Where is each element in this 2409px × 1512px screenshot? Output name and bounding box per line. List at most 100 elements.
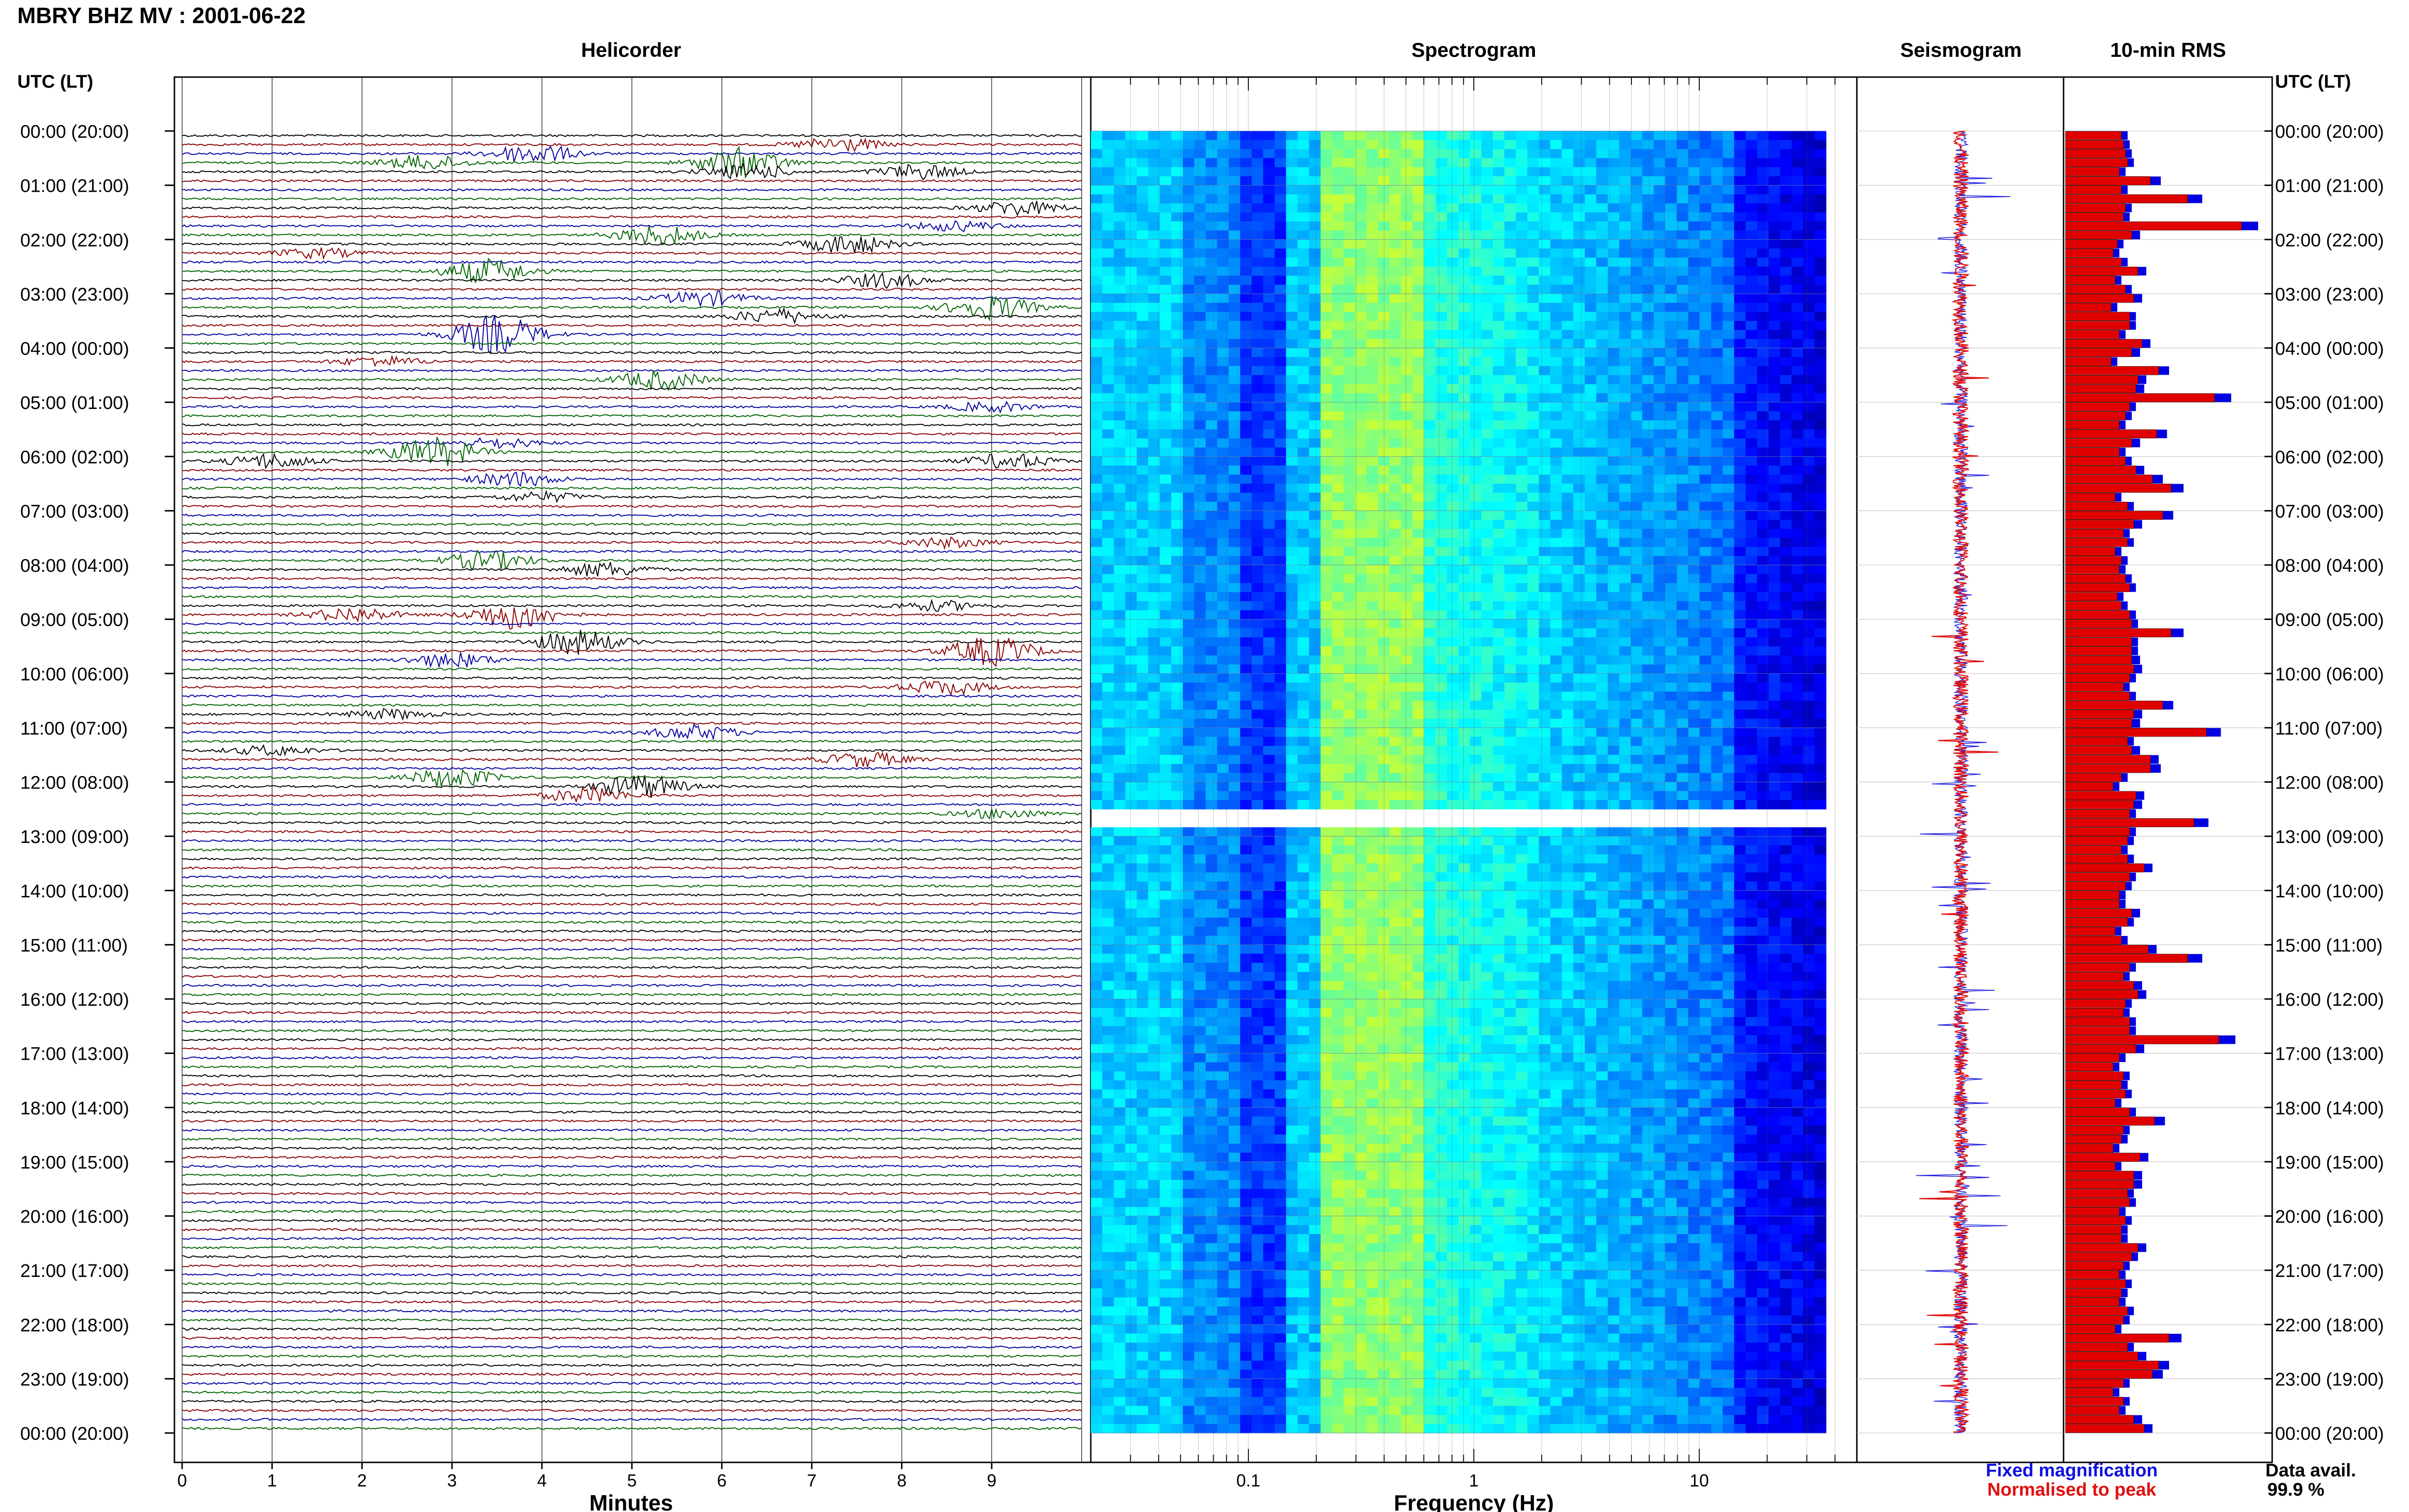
spectrogram-cell [1746, 547, 1758, 556]
spectrogram-cell [1538, 330, 1551, 340]
spectrogram-cell [1469, 484, 1482, 493]
spectrogram-cell [1493, 800, 1505, 810]
spectrogram-cell [1263, 791, 1275, 801]
spectrogram-cell [1722, 276, 1734, 285]
spectrogram-cell [1803, 619, 1815, 629]
spectrogram-cell [1780, 619, 1792, 629]
spectrogram-cell [1780, 683, 1792, 692]
spectrogram-cell [1780, 131, 1792, 141]
spectrogram-cell [1286, 755, 1298, 764]
spectrogram-cell [1746, 565, 1758, 575]
spectrogram-cell [1596, 293, 1608, 303]
spectrogram-cell [1585, 583, 1597, 592]
spectrogram-cell [1332, 447, 1344, 457]
spectrogram-cell [1608, 755, 1620, 764]
spectrogram-cell [1722, 302, 1734, 312]
spectrogram-cell [1148, 276, 1160, 285]
spectrogram-cell [1320, 194, 1333, 204]
spectrogram-cell [1458, 221, 1470, 231]
spectrogram-cell [1458, 673, 1470, 683]
spectrogram-cell [1091, 302, 1103, 312]
spectrogram-cell [1447, 348, 1459, 357]
spectrogram-cell [1401, 465, 1413, 475]
spectrogram-cell [1814, 302, 1827, 312]
spectrogram-cell [1654, 465, 1666, 475]
spectrogram-cell [1194, 420, 1206, 430]
spectrogram-cell [1274, 755, 1286, 764]
spectrogram-cell [1699, 131, 1712, 141]
spectrogram-cell [1791, 637, 1803, 647]
spectrogram-cell [1746, 321, 1758, 330]
spectrogram-cell [1447, 285, 1459, 294]
spectrogram-cell [1746, 619, 1758, 629]
spectrogram-cell [1274, 736, 1286, 746]
spectrogram-cell [1263, 782, 1275, 791]
spectrogram-cell [1091, 366, 1103, 376]
spectrogram-cell [1182, 140, 1195, 150]
spectrogram-cell [1389, 492, 1402, 502]
spectrogram-cell [1412, 366, 1424, 376]
spectrogram-cell [1596, 185, 1608, 195]
spectrogram-cell [1297, 583, 1310, 592]
spectrogram-cell [1757, 764, 1769, 774]
spectrogram-cell [1791, 683, 1803, 692]
spectrogram-cell [1619, 366, 1631, 376]
spectrogram-cell [1389, 664, 1402, 674]
spectrogram-cell [1355, 628, 1367, 638]
spectrogram-cell [1240, 583, 1252, 592]
spectrogram-cell [1711, 719, 1723, 728]
spectrogram-cell [1516, 619, 1528, 629]
spectrogram-cell [1469, 700, 1482, 710]
spectrogram-cell [1102, 429, 1114, 439]
spectrogram-cell [1562, 366, 1574, 376]
spectrogram-cell [1734, 764, 1746, 774]
spectrogram-cell [1734, 167, 1746, 177]
spectrogram-cell [1803, 736, 1815, 746]
spectrogram-cell [1677, 239, 1689, 249]
spectrogram-cell [1665, 511, 1677, 520]
spectrogram-cell [1435, 538, 1447, 548]
spectrogram-cell [1562, 194, 1574, 204]
spectrogram-cell [1596, 285, 1608, 294]
spectrogram-cell [1791, 185, 1803, 195]
spectrogram-cell [1538, 429, 1551, 439]
spectrogram-cell [1630, 330, 1643, 340]
spectrogram-cell [1435, 447, 1447, 457]
spectrogram-cell [1677, 330, 1689, 340]
spectrogram-cell [1677, 492, 1689, 502]
spectrogram-cell [1665, 601, 1677, 611]
spectrogram-cell [1573, 257, 1585, 267]
spectrogram-cell [1251, 755, 1264, 764]
spectrogram-cell [1516, 257, 1528, 267]
spectrogram-cell [1562, 619, 1574, 629]
spectrogram-cell [1585, 167, 1597, 177]
helicorder-trace [182, 775, 1082, 798]
spectrogram-cell [1746, 755, 1758, 764]
spectrogram-cell [1780, 330, 1792, 340]
spectrogram-cell [1677, 321, 1689, 330]
spectrogram-cell [1608, 285, 1620, 294]
spectrogram-cell [1814, 791, 1827, 801]
spectrogram-cell [1734, 610, 1746, 620]
spectrogram-cell [1378, 746, 1390, 755]
spectrogram-cell [1619, 158, 1631, 168]
spectrogram-cell [1516, 655, 1528, 665]
spectrogram-cell [1493, 583, 1505, 592]
helicorder-trace [182, 1001, 1082, 1005]
spectrogram-cell [1803, 655, 1815, 665]
spectrogram-cell [1699, 230, 1712, 240]
spectrogram-cell [1516, 511, 1528, 520]
spectrogram-cell [1654, 511, 1666, 520]
spectrogram-cell [1768, 574, 1781, 584]
spectrogram-cell [1412, 131, 1424, 141]
spectrogram-cell [1401, 782, 1413, 791]
spectrogram-cell [1263, 420, 1275, 430]
spectrogram-cell [1757, 176, 1769, 186]
spectrogram-cell [1458, 773, 1470, 783]
spectrogram-cell [1458, 511, 1470, 520]
spectrogram-cell [1573, 302, 1585, 312]
spectrogram-cell [1091, 619, 1103, 629]
spectrogram-cell [1182, 773, 1195, 783]
spectrogram-cell [1435, 230, 1447, 240]
spectrogram-cell [1585, 520, 1597, 529]
